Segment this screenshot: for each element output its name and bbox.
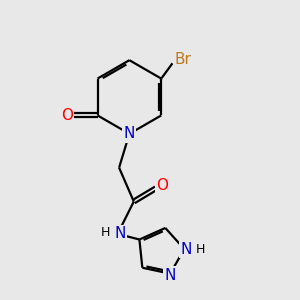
Text: Br: Br <box>174 52 191 67</box>
Text: N: N <box>180 242 191 256</box>
Text: O: O <box>61 108 73 123</box>
Text: N: N <box>124 126 135 141</box>
Text: H: H <box>196 243 205 256</box>
Text: N: N <box>164 268 176 283</box>
Text: N: N <box>114 226 126 242</box>
Text: O: O <box>156 178 168 193</box>
Text: H: H <box>100 226 110 239</box>
